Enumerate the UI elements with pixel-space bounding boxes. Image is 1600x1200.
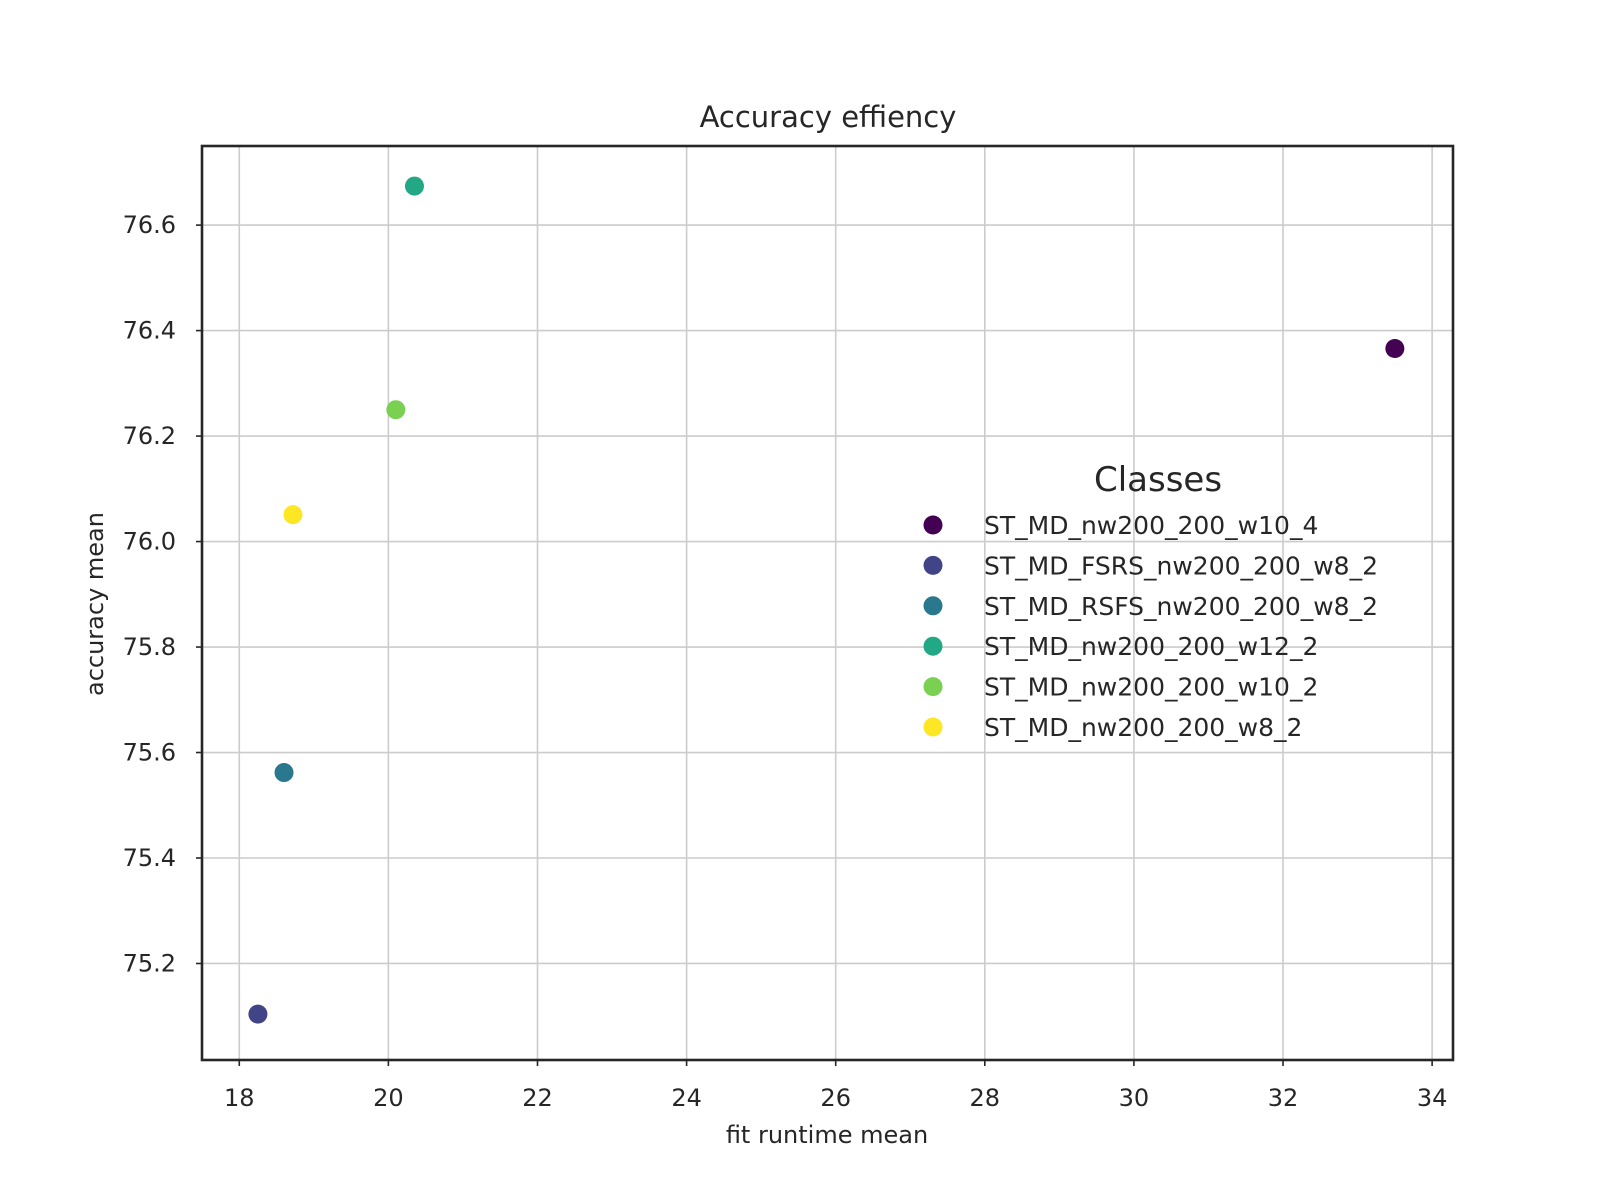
x-tick-label: 26 xyxy=(820,1084,851,1112)
x-tick-label: 22 xyxy=(522,1084,553,1112)
y-tick-label: 75.6 xyxy=(123,739,176,767)
x-axis-label: fit runtime mean xyxy=(726,1121,928,1149)
legend: Classes ST_MD_nw200_200_w10_4 ST_MD_FSRS_… xyxy=(923,460,1378,742)
legend-label: ST_MD_nw200_200_w8_2 xyxy=(984,713,1302,742)
x-tick-label: 30 xyxy=(1119,1084,1150,1112)
y-tick-label: 76.0 xyxy=(123,528,176,556)
data-point xyxy=(404,176,424,196)
data-point xyxy=(283,505,303,525)
y-tick-label: 75.2 xyxy=(123,949,176,977)
legend-label: ST_MD_nw200_200_w12_2 xyxy=(984,632,1318,661)
plot-frame xyxy=(200,144,1455,1062)
x-tick-label: 18 xyxy=(224,1084,255,1112)
y-tick-label: 76.6 xyxy=(123,211,176,239)
legend-marker xyxy=(923,677,943,697)
legend-label: ST_MD_RSFS_nw200_200_w8_2 xyxy=(984,592,1378,621)
x-tick-label: 20 xyxy=(373,1084,404,1112)
y-axis-label: accuracy mean xyxy=(81,512,109,696)
legend-marker xyxy=(923,596,943,616)
legend-marker xyxy=(923,717,943,737)
legend-marker xyxy=(923,636,943,656)
x-tick-label: 24 xyxy=(671,1084,702,1112)
data-points xyxy=(248,176,1405,1024)
legend-marker xyxy=(923,515,943,535)
x-tick-label: 28 xyxy=(970,1084,1001,1112)
x-tick-label: 32 xyxy=(1268,1084,1299,1112)
data-point xyxy=(274,763,294,783)
y-tick-label: 75.8 xyxy=(123,633,176,661)
x-tick-label: 34 xyxy=(1417,1084,1448,1112)
data-point xyxy=(1385,339,1405,359)
legend-marker xyxy=(923,555,943,575)
legend-title: Classes xyxy=(1094,460,1222,500)
data-point xyxy=(248,1004,268,1024)
data-point xyxy=(386,400,406,420)
legend-items: ST_MD_nw200_200_w10_4 ST_MD_FSRS_nw200_20… xyxy=(923,511,1378,742)
x-axis-ticks: 18 20 22 24 26 28 30 32 34 xyxy=(224,1060,1447,1112)
grid xyxy=(202,146,1453,1060)
chart-title: Accuracy effiency xyxy=(700,100,957,134)
legend-label: ST_MD_nw200_200_w10_2 xyxy=(984,673,1318,702)
y-tick-label: 75.4 xyxy=(123,844,176,872)
y-tick-label: 76.4 xyxy=(123,317,176,345)
legend-label: ST_MD_FSRS_nw200_200_w8_2 xyxy=(984,551,1378,580)
y-tick-label: 76.2 xyxy=(123,422,176,450)
y-axis-ticks: 75.2 75.4 75.6 75.8 76.0 76.2 76.4 76.6 xyxy=(123,211,202,977)
legend-label: ST_MD_nw200_200_w10_4 xyxy=(984,511,1318,540)
